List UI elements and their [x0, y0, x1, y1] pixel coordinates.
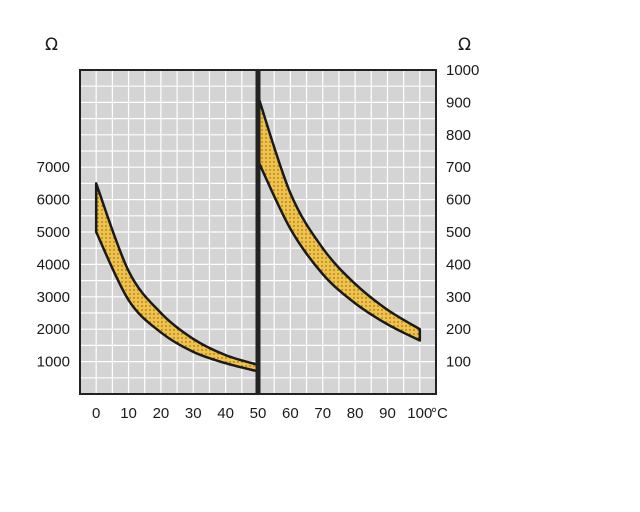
left-tick-label: 1000	[37, 354, 70, 371]
left-tick-label: 6000	[37, 192, 70, 209]
right-tick-label: 500	[446, 224, 471, 241]
resistance-band-2	[256, 94, 422, 342]
x-tick-label: 10	[120, 405, 137, 422]
left-axis-ticks: 1000 2000 3000 4000 5000 6000 7000	[37, 159, 70, 370]
right-tick-label: 1000	[446, 62, 479, 79]
right-tick-label: 200	[446, 321, 471, 338]
right-tick-label: 800	[446, 127, 471, 144]
x-tick-label: 90	[379, 405, 396, 422]
x-tick-label: 30	[185, 405, 202, 422]
x-tick-label: 50	[250, 405, 267, 422]
x-tick-label: 20	[153, 405, 170, 422]
right-tick-label: 900	[446, 94, 471, 111]
left-tick-label: 2000	[37, 321, 70, 338]
right-axis-ticks: 100 200 300 400 500 600 700 800 900 1000	[446, 62, 479, 371]
right-tick-label: 600	[446, 192, 471, 209]
left-axis-unit: Ω	[45, 35, 58, 55]
right-tick-label: 400	[446, 256, 471, 273]
left-tick-label: 4000	[37, 256, 70, 273]
x-tick-label: 100	[407, 405, 432, 422]
x-tick-label: 60	[282, 405, 299, 422]
right-tick-label: 700	[446, 159, 471, 176]
plot-frame	[79, 69, 437, 395]
x-axis-unit: °C	[431, 405, 448, 422]
x-tick-label: 40	[217, 405, 234, 422]
right-tick-label: 100	[446, 354, 471, 371]
right-axis-unit: Ω	[458, 35, 471, 55]
left-tick-label: 5000	[37, 224, 70, 241]
x-tick-label: 80	[347, 405, 364, 422]
x-tick-label: 0	[92, 405, 100, 422]
x-axis-ticks: 0 10 20 30 40 50 60 70 80 90 100	[92, 405, 432, 422]
x-tick-label: 70	[314, 405, 331, 422]
left-tick-label: 7000	[37, 159, 70, 176]
left-tick-label: 3000	[37, 289, 70, 306]
right-tick-label: 300	[446, 289, 471, 306]
